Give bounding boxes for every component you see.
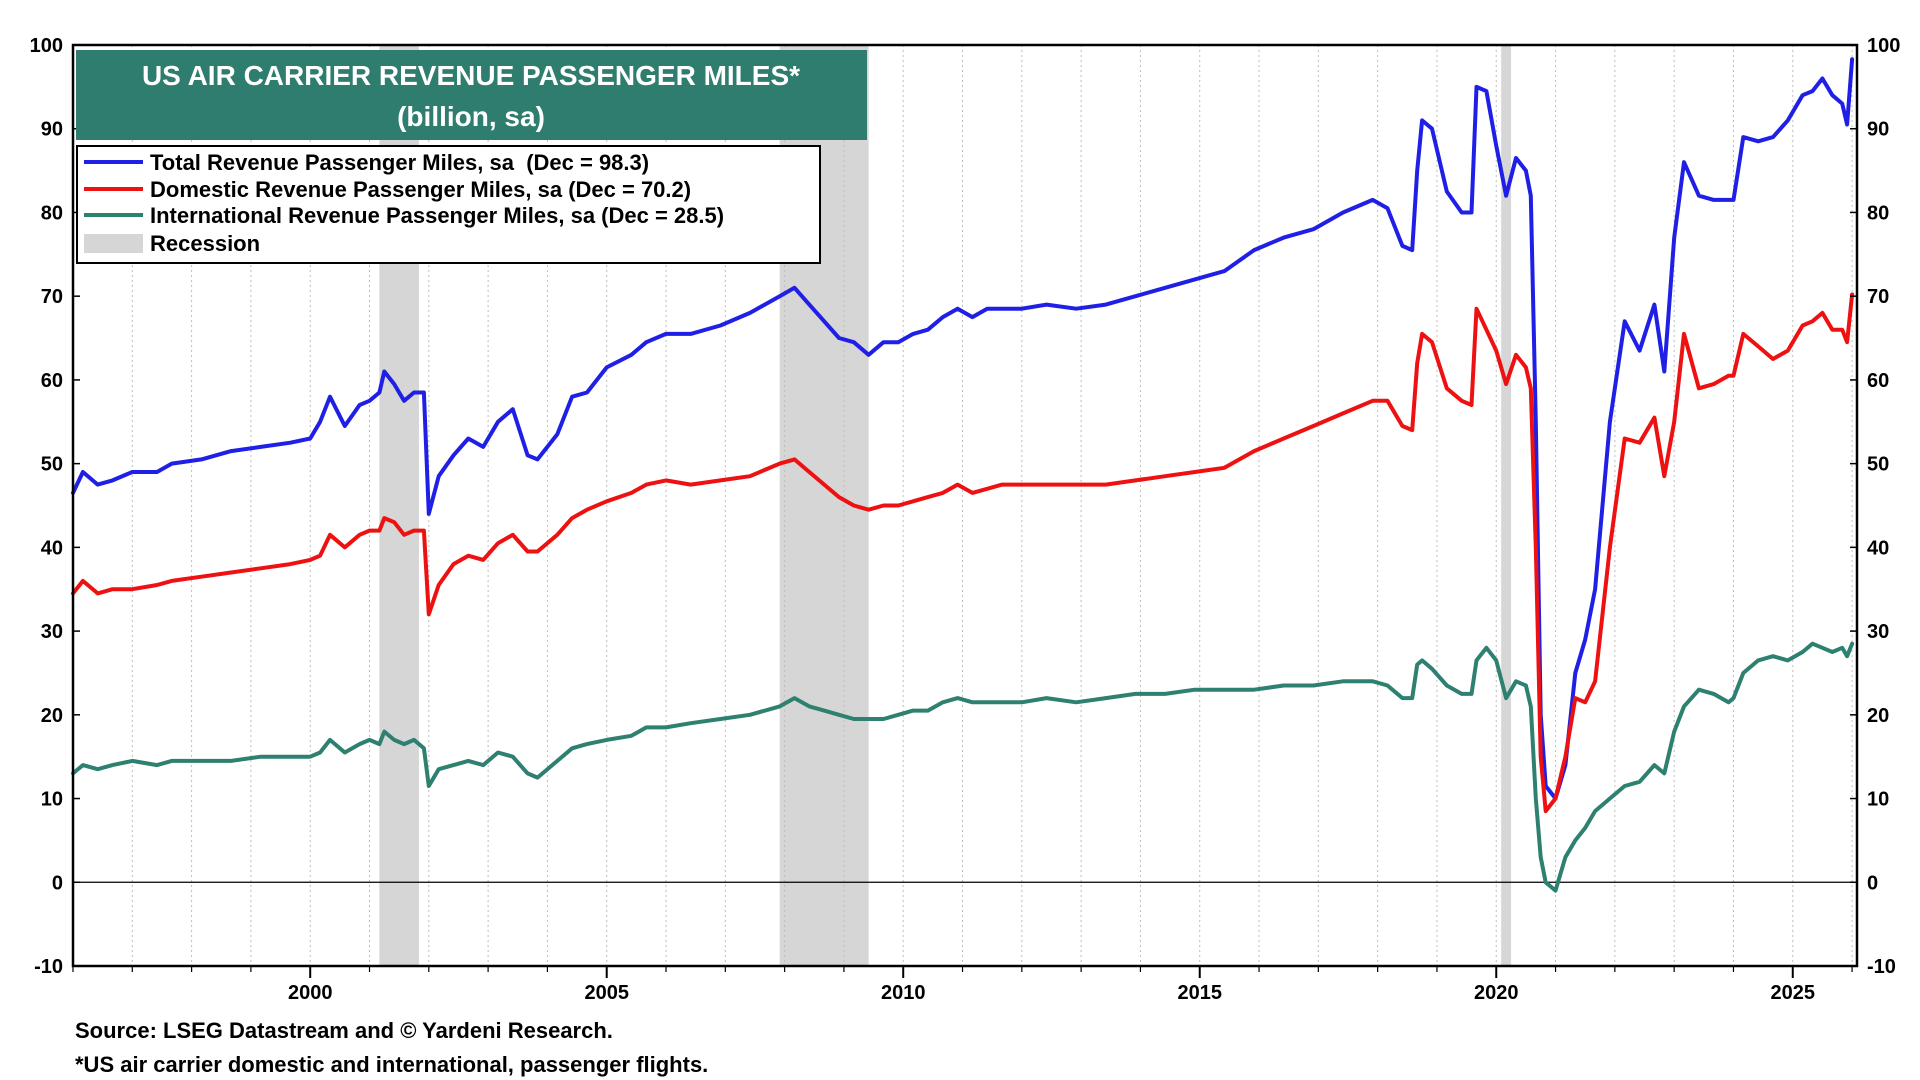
footnote: *US air carrier domestic and internation… <box>75 1052 709 1077</box>
y-tick-label-right: 80 <box>1867 202 1889 224</box>
y-tick-label-right: 30 <box>1867 621 1889 643</box>
series-line-international <box>71 641 1855 893</box>
y-tick-label-right: 90 <box>1867 119 1889 141</box>
x-tick-label: 2000 <box>288 982 333 1004</box>
legend-label-recession: Recession <box>150 231 260 256</box>
series-lines <box>71 57 1855 893</box>
x-tick-label: 2010 <box>881 982 926 1004</box>
series-line-total <box>71 57 1855 801</box>
y-tick-label-left: -10 <box>34 956 63 978</box>
legend-label-domestic: Domestic Revenue Passenger Miles, sa (De… <box>150 177 691 202</box>
legend-label-total: Total Revenue Passenger Miles, sa (Dec =… <box>150 150 649 175</box>
plot-frame <box>71 43 1859 968</box>
title-box: US AIR CARRIER REVENUE PASSENGER MILES* … <box>76 50 867 140</box>
y-tick-label-right: -10 <box>1867 956 1896 978</box>
y-tick-label-left: 20 <box>41 705 63 727</box>
y-tick-label-left: 0 <box>52 872 63 894</box>
x-tick-label: 2025 <box>1771 982 1816 1004</box>
x-tick-label: 2015 <box>1177 982 1222 1004</box>
y-tick-label-right: 0 <box>1867 872 1878 894</box>
chart-title: US AIR CARRIER REVENUE PASSENGER MILES* <box>142 60 800 91</box>
y-tick-label-left: 90 <box>41 119 63 141</box>
legend: Total Revenue Passenger Miles, sa (Dec =… <box>76 145 821 264</box>
source-note: Source: LSEG Datastream and © Yardeni Re… <box>75 1018 613 1043</box>
series-line-domestic <box>71 292 1855 814</box>
y-tick-label-right: 50 <box>1867 454 1889 476</box>
y-tick-label-right: 40 <box>1867 537 1889 559</box>
x-tick-label: 2005 <box>584 982 629 1004</box>
x-tick-label: 2020 <box>1474 982 1519 1004</box>
y-tick-label-right: 70 <box>1867 286 1889 308</box>
y-tick-label-right: 100 <box>1867 35 1900 57</box>
y-tick-label-right: 20 <box>1867 705 1889 727</box>
y-tick-label-left: 10 <box>41 789 63 811</box>
y-tick-label-right: 60 <box>1867 370 1889 392</box>
y-tick-label-left: 80 <box>41 202 63 224</box>
y-tick-label-left: 70 <box>41 286 63 308</box>
y-tick-label-right: 10 <box>1867 789 1889 811</box>
y-tick-label-left: 40 <box>41 537 63 559</box>
legend-label-international: International Revenue Passenger Miles, s… <box>150 203 724 228</box>
y-tick-label-left: 50 <box>41 454 63 476</box>
legend-swatch-recession <box>84 234 143 253</box>
recession-band-3 <box>1501 45 1512 966</box>
y-tick-label-left: 100 <box>30 35 63 57</box>
chart-subtitle: (billion, sa) <box>397 101 545 132</box>
y-tick-label-left: 60 <box>41 370 63 392</box>
y-tick-label-left: 30 <box>41 621 63 643</box>
